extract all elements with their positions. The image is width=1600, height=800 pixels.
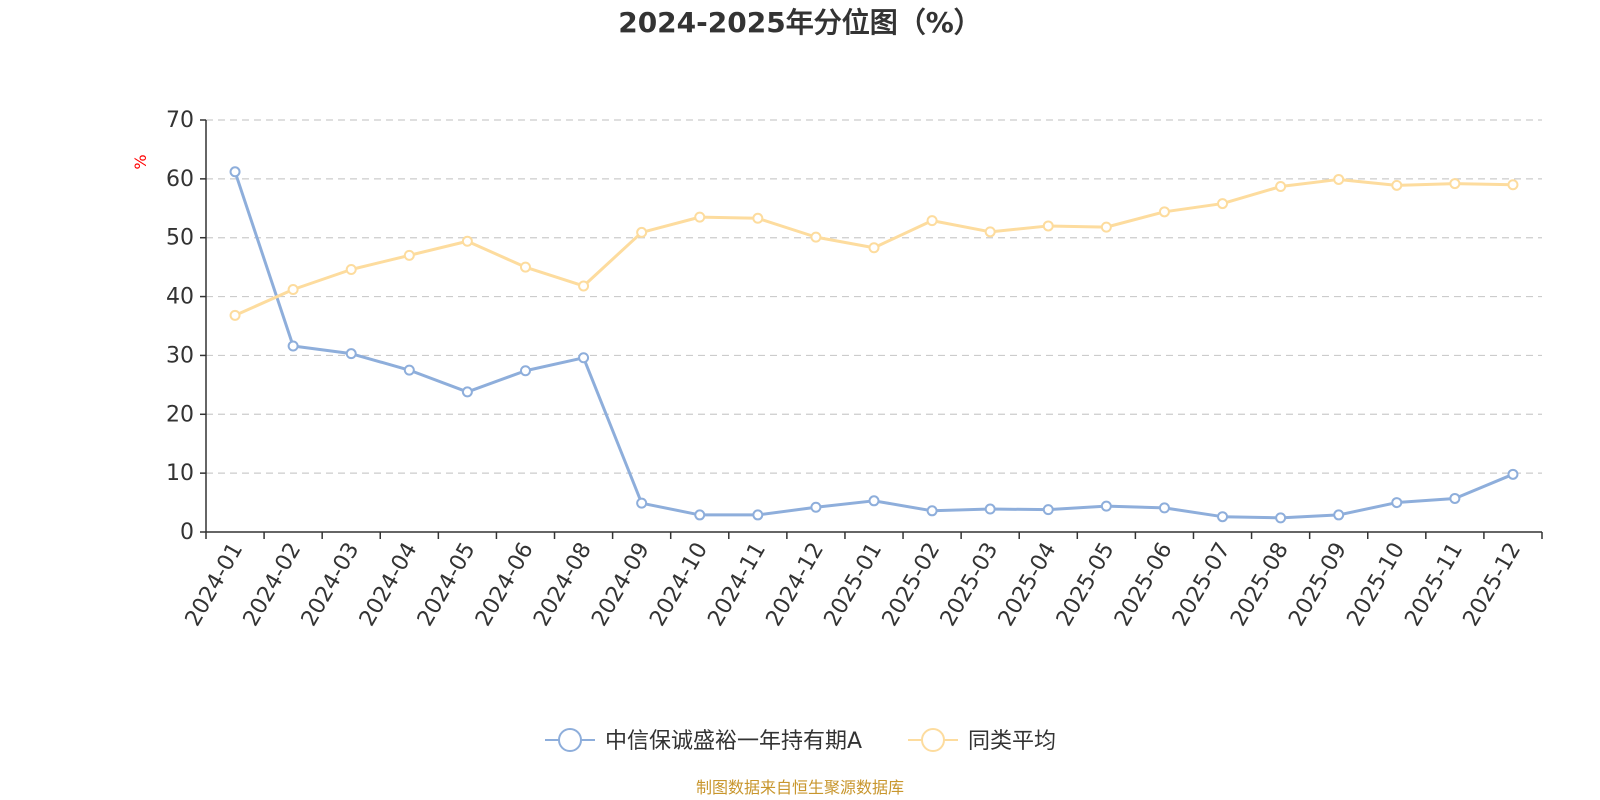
y-tick-label: 70 [166,108,194,133]
series-0 [229,166,1519,524]
data-point[interactable] [636,226,648,238]
data-point[interactable] [345,348,357,360]
source-note: 制图数据来自恒生聚源数据库 [696,778,904,797]
data-point[interactable] [694,211,706,223]
x-tick-label: 2024-03 [297,539,365,631]
data-point[interactable] [1217,511,1229,523]
data-point[interactable] [752,509,764,521]
data-point[interactable] [752,212,764,224]
data-point[interactable] [1391,179,1403,191]
data-point[interactable] [1333,509,1345,521]
series-line [233,171,1514,520]
x-tick-label: 2025-07 [1168,539,1236,631]
legend-item-1[interactable]: 同类平均 [908,728,1056,754]
data-point[interactable] [287,284,299,296]
chart-title: 2024-2025年分位图（%） [618,6,982,39]
y-tick-label: 40 [166,285,194,310]
data-point[interactable] [461,235,473,247]
y-tick-label: 0 [180,520,194,545]
y-axis-label: % [131,154,150,169]
x-tick-label: 2024-06 [471,539,539,631]
y-tick-label: 20 [166,402,194,427]
data-point[interactable] [519,261,531,273]
data-point[interactable] [1158,502,1170,514]
x-tick-label: 2024-02 [239,539,307,631]
data-point[interactable] [519,365,531,377]
data-point[interactable] [984,226,996,238]
legend-marker [558,728,582,752]
data-point[interactable] [461,386,473,398]
x-tick-label: 2025-02 [878,539,946,631]
data-point[interactable] [345,263,357,275]
y-tick-label: 30 [166,343,194,368]
axes: 0102030405060702024-012024-022024-032024… [166,108,1543,631]
legend-marker [921,728,945,752]
data-point[interactable] [1100,221,1112,233]
data-point[interactable] [1333,173,1345,185]
data-point[interactable] [636,497,648,509]
x-tick-label: 2024-11 [703,539,771,631]
data-point[interactable] [1158,206,1170,218]
data-point[interactable] [1042,504,1054,516]
x-tick-label: 2025-05 [1052,539,1120,631]
x-tick-label: 2024-08 [529,539,597,631]
data-point[interactable] [1042,220,1054,232]
data-point[interactable] [810,231,822,243]
data-point[interactable] [926,505,938,517]
data-point[interactable] [1100,500,1112,512]
x-tick-label: 2025-04 [994,539,1062,631]
data-point[interactable] [1217,198,1229,210]
data-point[interactable] [287,340,299,352]
x-tick-label: 2024-09 [587,539,655,631]
data-point[interactable] [578,352,590,364]
x-tick-label: 2025-11 [1400,539,1468,631]
data-point[interactable] [1507,179,1519,191]
data-point[interactable] [1507,468,1519,480]
y-tick-label: 10 [166,461,194,486]
x-tick-label: 2025-10 [1342,539,1410,631]
data-point[interactable] [1449,492,1461,504]
data-point[interactable] [926,215,938,227]
data-point[interactable] [1275,181,1287,193]
x-tick-label: 2024-01 [181,539,249,631]
data-point[interactable] [1449,178,1461,190]
x-tick-label: 2024-12 [761,539,829,631]
legend-item-0[interactable]: 中信保诚盛裕一年持有期A [545,728,862,754]
data-point[interactable] [578,280,590,292]
y-tick-label: 60 [166,167,194,192]
x-tick-label: 2025-06 [1110,539,1178,631]
data-point[interactable] [403,249,415,261]
series-lines [229,166,1519,524]
x-tick-label: 2025-03 [936,539,1004,631]
data-point[interactable] [1391,497,1403,509]
data-point[interactable] [810,501,822,513]
data-point[interactable] [229,309,241,321]
legend: 中信保诚盛裕一年持有期A 同类平均 [545,728,1056,754]
legend-label: 同类平均 [968,729,1056,754]
legend-label: 中信保诚盛裕一年持有期A [605,729,862,754]
x-tick-label: 2025-12 [1459,539,1527,631]
x-tick-label: 2024-05 [413,539,481,631]
x-tick-label: 2024-04 [355,539,423,631]
series-1 [229,173,1519,321]
data-point[interactable] [229,166,241,178]
x-tick-label: 2024-10 [645,539,713,631]
data-point[interactable] [403,364,415,376]
data-point[interactable] [868,495,880,507]
data-point[interactable] [694,509,706,521]
grid-lines [206,119,1542,474]
x-tick-label: 2025-08 [1226,539,1294,631]
y-tick-label: 50 [166,226,194,251]
data-point[interactable] [1275,512,1287,524]
x-tick-label: 2025-01 [820,539,888,631]
x-tick-label: 2025-09 [1284,539,1352,631]
data-point[interactable] [868,242,880,254]
data-point[interactable] [984,503,996,515]
